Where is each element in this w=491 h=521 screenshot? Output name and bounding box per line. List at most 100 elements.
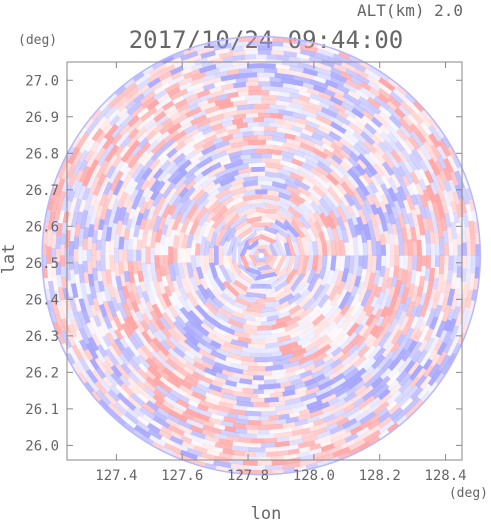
heatmap-cell [386, 222, 394, 235]
heatmap-cell [280, 123, 292, 130]
heatmap-cell [268, 400, 286, 408]
heatmap-cell [329, 405, 343, 416]
heatmap-cell [306, 226, 317, 243]
heatmap-cell [266, 189, 280, 197]
heatmap-cell [118, 206, 127, 222]
heatmap-cell [262, 255, 270, 263]
heatmap-cell [86, 293, 95, 306]
heatmap-cell [237, 230, 257, 247]
heatmap-cell [215, 60, 233, 69]
heatmap-cell [174, 274, 184, 289]
heatmap-cell [162, 100, 175, 111]
heatmap-cell [416, 367, 427, 380]
heatmap-cell [111, 154, 123, 169]
heatmap-cell [383, 267, 390, 281]
heatmap-cell [201, 126, 214, 136]
heatmap-cell [114, 414, 127, 426]
heatmap-cell [133, 224, 141, 238]
heatmap-cell [260, 346, 281, 354]
heatmap-cell [251, 438, 265, 444]
heatmap-cell [335, 288, 348, 307]
heatmap-cell [233, 54, 246, 61]
heatmap-cell [384, 350, 395, 362]
heatmap-cell [294, 418, 308, 427]
heatmap-cell [249, 36, 262, 42]
heatmap-cell [350, 165, 363, 178]
heatmap-cell [329, 435, 343, 445]
heatmap-cell [79, 159, 89, 172]
heatmap-cell [122, 239, 129, 251]
heatmap-cell [105, 310, 115, 322]
heatmap-cell [127, 315, 139, 331]
heatmap-cell [252, 402, 270, 408]
heatmap-cell [184, 139, 197, 150]
heatmap-cell [133, 273, 141, 287]
heatmap-cell [338, 201, 352, 221]
heatmap-cell [174, 359, 186, 370]
heatmap-cell [185, 320, 196, 332]
heatmap-cell [71, 362, 82, 375]
heatmap-cell [321, 193, 335, 208]
heatmap-cell [193, 459, 206, 468]
heatmap-cell [388, 358, 400, 371]
heatmap-cell [150, 349, 165, 364]
heatmap-cell [115, 220, 123, 235]
heatmap-cell [217, 318, 232, 329]
heatmap-cell [215, 347, 230, 358]
heatmap-cell [255, 296, 277, 304]
heatmap-cell [428, 267, 436, 281]
heatmap-cell [213, 42, 232, 51]
heatmap-cell [190, 63, 203, 72]
heatmap-cell [151, 162, 163, 174]
heatmap-cell [183, 325, 197, 338]
heatmap-cell [227, 318, 244, 329]
heatmap-cell [163, 307, 177, 324]
heatmap-cell [310, 364, 325, 375]
heatmap-cell [133, 407, 145, 418]
heatmap-cell [264, 437, 278, 444]
heatmap-cell [289, 65, 305, 73]
heatmap-cell [377, 276, 385, 288]
heatmap-cell [315, 255, 324, 275]
heatmap-cell [325, 281, 336, 297]
heatmap-cell [42, 243, 47, 256]
heatmap-cell [100, 255, 106, 272]
heatmap-cell [158, 429, 172, 440]
heatmap-cell [308, 193, 322, 207]
heatmap-cell [186, 54, 202, 64]
heatmap-cell [284, 119, 296, 127]
heatmap-cell [288, 196, 302, 207]
heatmap-cell [425, 242, 432, 256]
heatmap-cell [103, 315, 113, 330]
heatmap-cell [479, 287, 481, 305]
heatmap-cell [298, 408, 311, 417]
heatmap-cell [287, 292, 302, 306]
heatmap-cell [386, 106, 403, 122]
heatmap-cell [426, 218, 434, 232]
heatmap-cell [60, 318, 71, 334]
heatmap-cell [152, 410, 168, 423]
heatmap-cell [270, 49, 285, 56]
heatmap-cell [171, 325, 188, 342]
heatmap-cell [260, 309, 281, 318]
heatmap-cell [117, 191, 128, 209]
heatmap-cell [249, 171, 266, 177]
heatmap-cell [340, 376, 356, 389]
heatmap-cell [329, 95, 344, 106]
heatmap-cell [339, 351, 351, 363]
heatmap-cell [233, 219, 249, 232]
heatmap-cell [180, 435, 193, 445]
heatmap-cell [442, 230, 449, 244]
heatmap-cell [203, 341, 218, 353]
heatmap-cell [343, 391, 357, 403]
heatmap-cell [248, 58, 266, 64]
heatmap-cell [417, 324, 431, 344]
heatmap-cell [198, 437, 217, 447]
heatmap-cell [60, 330, 72, 349]
heatmap-cell [203, 134, 218, 144]
heatmap-cell [302, 396, 318, 406]
heatmap-cell [339, 339, 351, 351]
heatmap-cell [130, 331, 145, 348]
heatmap-cell [127, 114, 140, 128]
heatmap-cell [264, 108, 280, 115]
